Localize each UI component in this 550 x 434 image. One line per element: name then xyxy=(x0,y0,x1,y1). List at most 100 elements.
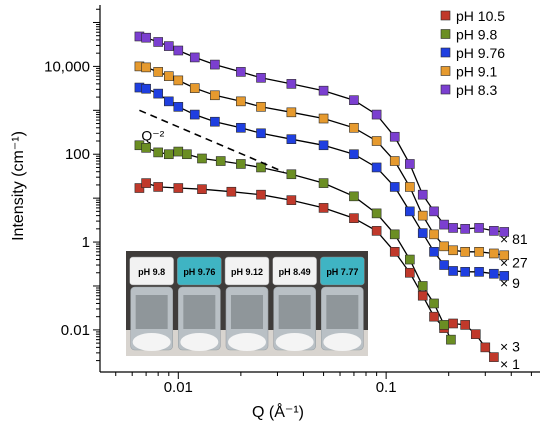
data-point xyxy=(153,182,163,192)
data-point xyxy=(182,149,192,160)
q-power-guide-line xyxy=(139,109,284,173)
vial-reflection xyxy=(135,295,168,329)
data-point xyxy=(349,149,359,160)
data-point xyxy=(499,227,510,237)
data-point xyxy=(197,153,207,164)
data-point xyxy=(460,320,470,330)
data-point xyxy=(448,266,458,276)
data-point xyxy=(210,116,220,127)
vial-reflection xyxy=(231,295,263,329)
legend-marker xyxy=(440,84,451,95)
x-tick-label: 0.1 xyxy=(376,379,397,396)
data-point xyxy=(474,223,484,233)
data-point xyxy=(173,102,184,112)
data-point xyxy=(318,85,329,96)
data-point xyxy=(460,224,470,234)
data-point xyxy=(499,250,510,261)
data-point xyxy=(141,62,151,73)
y-tick-label: 1 xyxy=(82,234,90,251)
data-point xyxy=(371,226,382,236)
data-point xyxy=(489,268,499,279)
legend: pH 10.5 pH 9.8 pH 9.76 pH 9.1 pH 8.3 xyxy=(440,8,505,98)
data-point xyxy=(189,83,200,93)
vial-label: pH 9.12 xyxy=(231,267,263,277)
data-point xyxy=(474,267,484,277)
data-point xyxy=(439,219,449,230)
data-point xyxy=(215,156,226,166)
data-point xyxy=(163,96,174,107)
data-point xyxy=(371,136,382,146)
data-point xyxy=(349,213,359,223)
data-point xyxy=(153,147,163,158)
legend-marker xyxy=(440,10,451,21)
data-point xyxy=(489,226,499,236)
y-axis-label: Intensity (cm⁻¹) xyxy=(10,131,27,241)
data-point xyxy=(153,67,163,77)
data-point xyxy=(141,143,151,153)
data-point xyxy=(173,183,184,193)
data-point xyxy=(429,311,439,322)
data-point xyxy=(189,109,200,120)
data-point xyxy=(173,45,184,56)
data-point xyxy=(371,109,382,120)
data-point xyxy=(141,83,151,94)
data-point xyxy=(318,203,329,213)
x-tick-label: 0.01 xyxy=(164,379,193,396)
vial-cap xyxy=(177,256,222,286)
legend-label: pH 8.3 xyxy=(456,82,497,98)
data-point xyxy=(405,267,415,278)
data-point xyxy=(389,229,400,240)
data-point xyxy=(389,247,400,257)
data-point xyxy=(236,67,246,77)
multiplier-label: × 9 xyxy=(500,275,520,291)
multiplier-label: × 3 xyxy=(500,339,520,355)
data-point xyxy=(460,247,470,257)
multiplier-labels: × 1× 3 × 9 × 27 × 81 xyxy=(500,231,528,372)
data-point xyxy=(429,229,439,240)
data-point xyxy=(256,102,266,112)
data-point xyxy=(417,290,428,301)
data-point xyxy=(429,298,439,309)
data-point xyxy=(256,72,266,83)
legend-label: pH 10.5 xyxy=(456,8,505,24)
data-point xyxy=(256,189,266,200)
vial-cap xyxy=(224,256,270,286)
data-point xyxy=(405,159,415,169)
data-point xyxy=(210,59,220,70)
multiplier-label: × 1 xyxy=(500,356,520,372)
data-point xyxy=(173,146,184,157)
data-point xyxy=(474,247,484,257)
data-point xyxy=(405,206,415,217)
data-point xyxy=(286,134,297,144)
vial-reflection xyxy=(183,295,216,329)
data-point xyxy=(236,96,246,107)
data-point xyxy=(210,90,220,101)
data-point xyxy=(448,223,458,233)
vial-cap xyxy=(320,256,365,286)
vial-sediment xyxy=(132,333,171,351)
data-point xyxy=(318,113,329,124)
vial-reflection xyxy=(278,295,311,329)
y-tick-label: 0.01 xyxy=(61,322,90,339)
data-point xyxy=(163,41,174,51)
data-point xyxy=(489,352,499,362)
x-axis-label: Q (Å⁻¹) xyxy=(252,402,304,421)
vial-cap xyxy=(272,256,317,286)
vial-cap xyxy=(129,256,174,286)
legend-marker xyxy=(440,29,451,39)
vial-label: pH 7.77 xyxy=(326,267,358,277)
data-point xyxy=(189,52,200,63)
data-point xyxy=(417,228,428,238)
q-power-annotation: Q⁻² xyxy=(141,127,164,143)
data-point xyxy=(286,195,297,205)
vial-label: pH 9.8 xyxy=(138,267,165,277)
data-point xyxy=(417,210,428,221)
data-point xyxy=(389,131,400,142)
data-point xyxy=(417,281,428,291)
vial-reflection xyxy=(326,295,359,329)
data-point xyxy=(460,267,470,277)
data-point xyxy=(439,260,449,270)
multiplier-label: × 81 xyxy=(500,231,528,247)
vial-label: pH 9.76 xyxy=(183,267,215,277)
